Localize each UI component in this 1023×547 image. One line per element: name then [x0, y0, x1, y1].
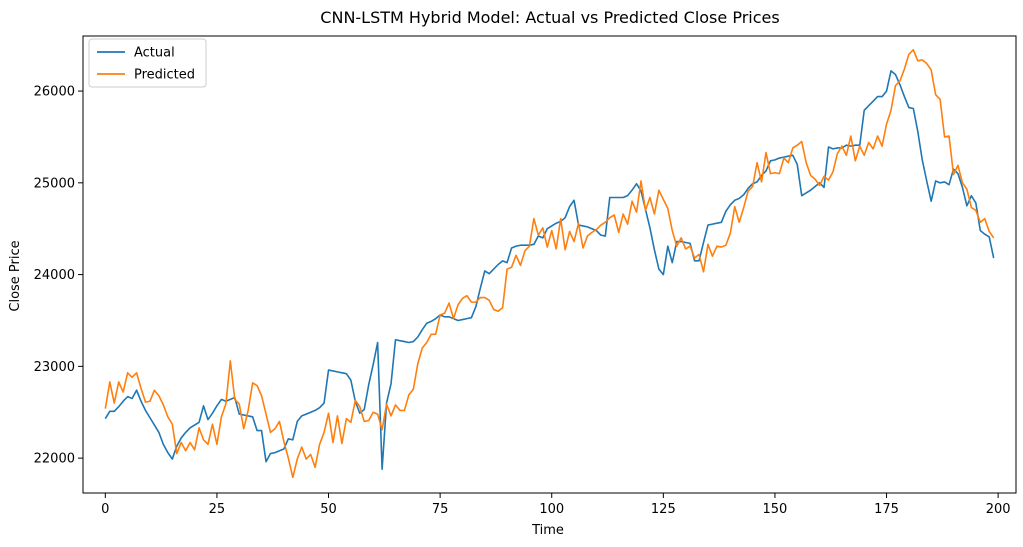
- x-tick-label: 125: [651, 502, 676, 517]
- y-tick-label: 23000: [34, 360, 75, 375]
- x-tick-label: 175: [874, 502, 899, 517]
- series-line-predicted: [104, 48, 995, 479]
- legend-box: [88, 38, 207, 88]
- x-tick-label: 0: [101, 502, 109, 517]
- y-tick-label: 26000: [34, 85, 75, 100]
- x-tick-label: 150: [763, 502, 788, 517]
- y-tick-label: 24000: [34, 268, 75, 283]
- y-tick-label: 25000: [34, 176, 75, 191]
- x-axis-label: Time: [531, 523, 564, 538]
- chart-title: CNN-LSTM Hybrid Model: Actual vs Predict…: [320, 8, 779, 27]
- x-tick-label: 100: [539, 502, 564, 517]
- series-line-actual: [104, 70, 995, 470]
- x-tick-label: 25: [209, 502, 226, 517]
- x-tick-label: 50: [320, 502, 337, 517]
- legend-label-predicted: Predicted: [134, 68, 195, 83]
- x-tick-label: 75: [432, 502, 449, 517]
- axes-frame: [82, 35, 1017, 494]
- y-axis-label: Close Price: [8, 240, 23, 311]
- plot-area: 0 25 50 75 100 125 150 175 200 22000 23000 24000 250…: [34, 35, 1017, 517]
- y-tick-label: 22000: [34, 452, 75, 467]
- legend-label-actual: Actual: [134, 46, 175, 61]
- x-tick-label: 200: [986, 502, 1011, 517]
